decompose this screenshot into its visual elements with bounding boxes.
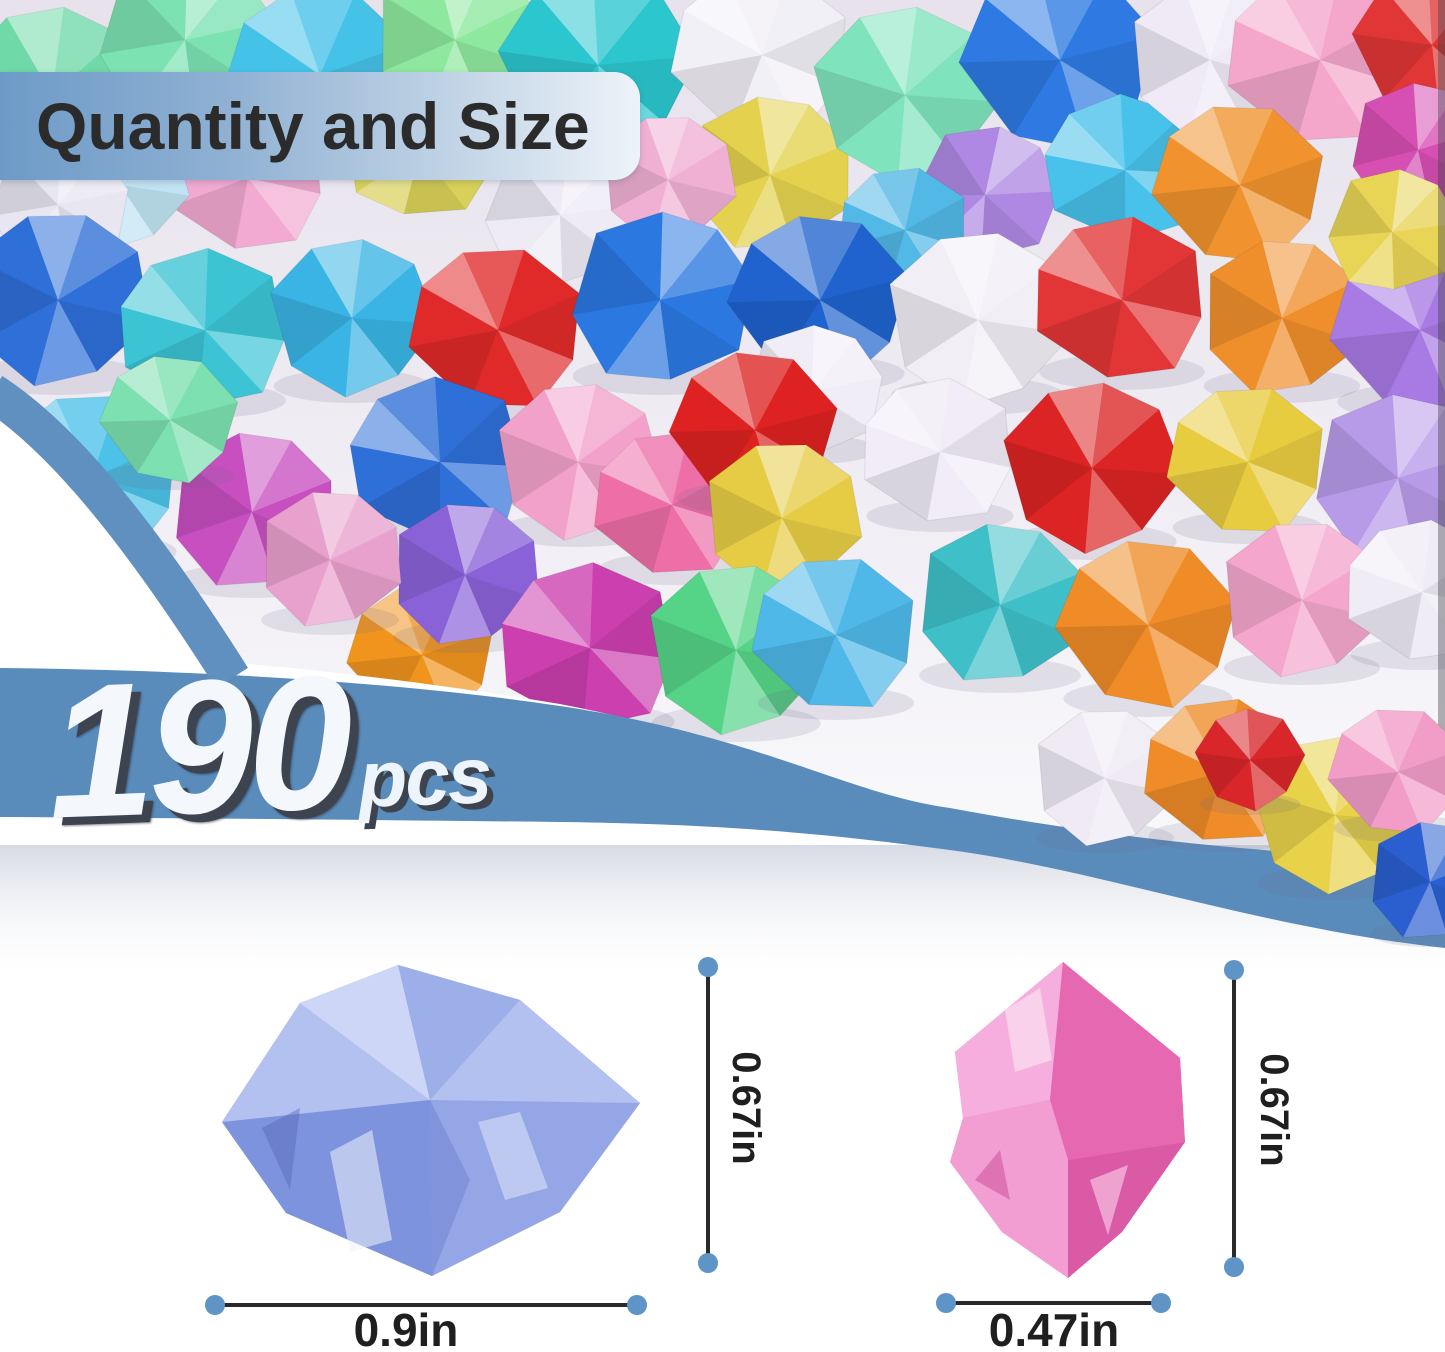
gem — [98, 355, 239, 490]
title-banner: Quantity and Size — [0, 72, 640, 180]
gem — [1036, 710, 1179, 853]
gem — [1327, 168, 1445, 290]
dimension-dot — [1224, 1257, 1244, 1277]
gem — [1370, 821, 1445, 947]
blue-gem-dimensions: 0.67in 0.9in — [205, 957, 768, 1352]
gem — [1151, 106, 1324, 263]
dimension-dot — [698, 957, 718, 977]
gem — [751, 558, 915, 720]
gem — [1044, 93, 1200, 243]
gem — [1036, 216, 1205, 390]
gem — [1054, 540, 1238, 717]
gem — [261, 491, 402, 635]
gem — [1223, 523, 1386, 685]
blue-gem-illustration — [222, 965, 640, 1276]
gem — [1166, 388, 1324, 544]
dimension-dot — [1151, 1293, 1171, 1313]
dimension-dot — [936, 1293, 956, 1313]
photo-right-edge — [1438, 0, 1445, 780]
blue-stripe — [0, 376, 249, 689]
gem-spill — [1036, 698, 1445, 947]
gem — [919, 523, 1082, 694]
gem — [1327, 709, 1445, 842]
gem — [1003, 382, 1185, 560]
gem — [1348, 519, 1445, 671]
blue-gem-width-label: 0.9in — [354, 1304, 459, 1352]
gem — [864, 377, 1014, 532]
pink-gem-illustration — [950, 962, 1185, 1278]
dimension-dot — [1224, 960, 1244, 980]
quantity-unit: pcs — [356, 730, 492, 824]
gem — [1194, 708, 1306, 815]
gem — [393, 504, 540, 654]
pink-gem-width-label: 0.47in — [989, 1304, 1119, 1352]
quantity-value: 190 — [44, 636, 351, 859]
dimension-dot — [698, 1253, 718, 1273]
size-diagram: 0.67in 0.9in 0.67in 0.47in — [205, 957, 1296, 1352]
blue-gem-height-label: 0.67in — [724, 1051, 768, 1164]
gem — [1315, 394, 1445, 568]
blue-swoosh-band — [0, 668, 1445, 948]
gem — [1203, 240, 1364, 403]
page-title: Quantity and Size — [36, 89, 590, 163]
quantity-callout: 190pcs — [44, 636, 492, 858]
dimension-dot — [205, 1295, 225, 1315]
dimension-dot — [627, 1295, 647, 1315]
pink-gem-height-label: 0.67in — [1252, 1053, 1296, 1166]
pink-gem-dimensions: 0.67in 0.47in — [936, 960, 1296, 1352]
